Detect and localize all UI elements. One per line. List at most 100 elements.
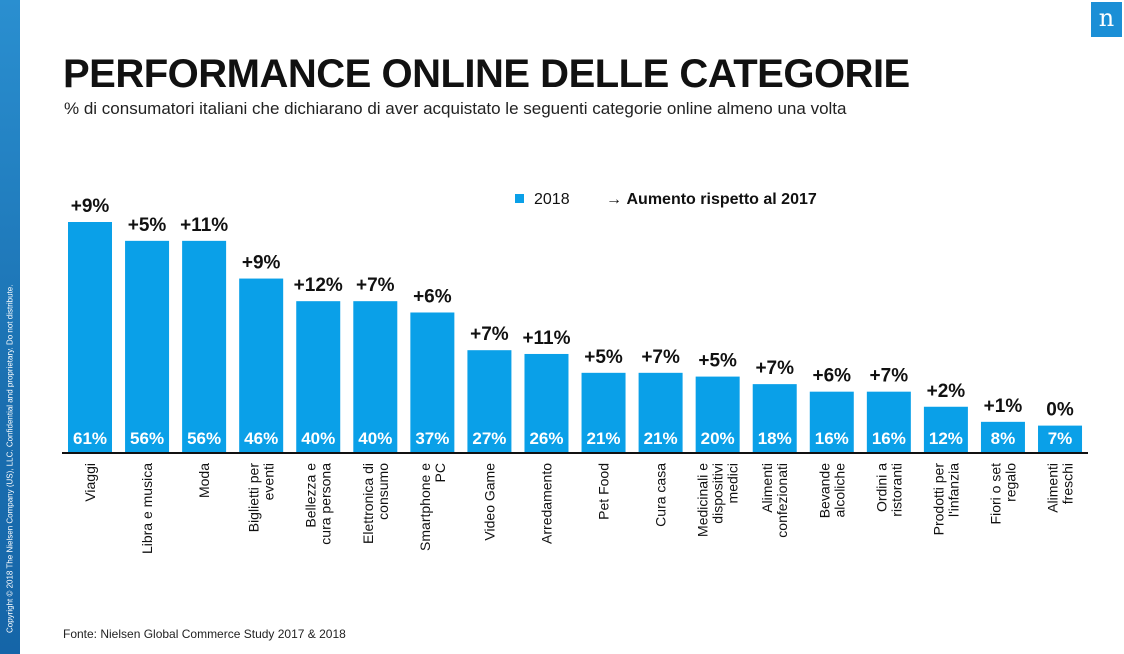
category-label-line: Medicinali e <box>695 463 711 537</box>
category-label-line: Fiori o set <box>987 463 1003 525</box>
bar-5 <box>296 301 341 452</box>
category-label-line: consumo <box>375 463 391 520</box>
category-label-line: confezionati <box>774 463 790 538</box>
category-label-line: Smartphone e <box>417 463 433 551</box>
category-label-6: Elettronica diconsumo <box>360 463 391 544</box>
change-label-11: +7% <box>641 347 680 368</box>
bar-3 <box>182 240 227 452</box>
category-label-line: Biglietti per <box>246 463 262 533</box>
bar-14 <box>809 391 854 452</box>
category-label-line: Prodotti per <box>930 463 946 536</box>
category-label-4: Biglietti pereventi <box>246 463 277 533</box>
arrow-right-icon: → <box>606 191 623 208</box>
category-label-line: Bellezza e <box>303 463 319 528</box>
change-label-2: +5% <box>128 215 167 236</box>
change-label-6: +7% <box>356 275 395 296</box>
category-label-line: Ordini a <box>873 463 889 512</box>
bar-2 <box>125 240 170 452</box>
bar-8 <box>467 350 512 452</box>
bar-13 <box>752 384 797 452</box>
category-label-7: Smartphone ePC <box>417 463 448 551</box>
category-label-line: alcoliche <box>831 463 847 518</box>
category-label-10: Pet Food <box>596 463 612 520</box>
value-label-11: 21% <box>644 429 678 448</box>
legend-swatch-2018 <box>515 194 524 203</box>
category-label-17: Fiori o setregalo <box>987 463 1018 525</box>
category-label-line: eventi <box>261 463 277 500</box>
category-label-line: medici <box>725 463 741 503</box>
bar-6 <box>353 301 398 452</box>
value-label-17: 8% <box>991 429 1016 448</box>
change-label-8: +7% <box>470 324 509 345</box>
value-label-5: 40% <box>301 429 335 448</box>
value-label-10: 21% <box>587 429 621 448</box>
change-label-14: +6% <box>812 366 851 387</box>
value-label-13: 18% <box>758 429 792 448</box>
category-label-line: Alimenti <box>759 463 775 513</box>
bar-16 <box>923 406 968 452</box>
change-label-9: +11% <box>522 328 570 349</box>
value-label-8: 27% <box>472 429 506 448</box>
change-label-16: +2% <box>927 381 966 402</box>
change-label-12: +5% <box>698 351 737 372</box>
category-label-line: ristoranti <box>888 463 904 517</box>
value-label-2: 56% <box>130 429 164 448</box>
category-label-13: Alimenticonfezionati <box>759 463 790 538</box>
value-label-4: 46% <box>244 429 278 448</box>
change-label-18: 0% <box>1046 400 1074 421</box>
category-label-line: Libra e musica <box>139 463 155 554</box>
change-label-15: +7% <box>870 366 909 387</box>
value-label-16: 12% <box>929 429 963 448</box>
category-label-line: Video Game <box>481 463 497 541</box>
value-label-12: 20% <box>701 429 735 448</box>
change-label-1: +9% <box>71 196 110 217</box>
page-subtitle: % di consumatori italiani che dichiarano… <box>64 99 847 118</box>
category-label-14: Bevandealcoliche <box>816 463 847 518</box>
bar-11 <box>638 372 683 452</box>
value-label-7: 37% <box>415 429 449 448</box>
category-label-line: Arredamento <box>538 463 554 544</box>
bar-4 <box>239 278 284 452</box>
chart-legend: 2018 → Aumento rispetto al 2017 <box>515 191 817 209</box>
nielsen-logo: n <box>1091 2 1122 37</box>
value-label-3: 56% <box>187 429 221 448</box>
category-label-3: Moda <box>196 463 212 498</box>
category-label-8: Video Game <box>481 463 497 541</box>
category-label-12: Medicinali edispositivimedici <box>695 463 741 537</box>
category-label-1: Viaggi <box>82 463 98 502</box>
category-label-line: PC <box>432 463 448 482</box>
change-label-13: +7% <box>755 358 794 379</box>
bar-17 <box>980 421 1025 452</box>
value-label-14: 16% <box>815 429 849 448</box>
legend-label-increase: Aumento rispetto al 2017 <box>626 191 817 208</box>
category-label-2: Libra e musica <box>139 463 155 554</box>
category-label-line: regalo <box>1002 463 1018 502</box>
side-strip: Copyright © 2018 The Nielsen Company (US… <box>0 0 20 654</box>
category-label-line: Pet Food <box>596 463 612 520</box>
change-label-5: +12% <box>294 275 343 296</box>
bar-12 <box>695 376 740 452</box>
category-label-line: Cura casa <box>653 463 669 527</box>
category-label-line: cura persona <box>318 463 334 545</box>
category-label-18: Alimentifreschi <box>1045 463 1076 513</box>
value-label-15: 16% <box>872 429 906 448</box>
category-label-line: Elettronica di <box>360 463 376 544</box>
change-label-10: +5% <box>584 347 623 368</box>
category-label-9: Arredamento <box>538 463 554 544</box>
bar-10 <box>581 372 626 452</box>
change-label-17: +1% <box>984 396 1023 417</box>
bar-18 <box>1038 425 1083 452</box>
category-label-15: Ordini aristoranti <box>873 463 904 517</box>
category-label-11: Cura casa <box>653 463 669 527</box>
value-label-18: 7% <box>1048 429 1073 448</box>
bar-15 <box>866 391 911 452</box>
category-label-line: l'infanzia <box>945 463 961 517</box>
category-label-line: Alimenti <box>1045 463 1061 513</box>
bar-7 <box>410 312 455 452</box>
change-label-3: +11% <box>180 215 228 236</box>
category-label-16: Prodotti perl'infanzia <box>930 463 961 536</box>
bar-1 <box>68 222 112 452</box>
change-label-7: +6% <box>413 286 452 307</box>
category-label-line: dispositivi <box>710 463 726 524</box>
